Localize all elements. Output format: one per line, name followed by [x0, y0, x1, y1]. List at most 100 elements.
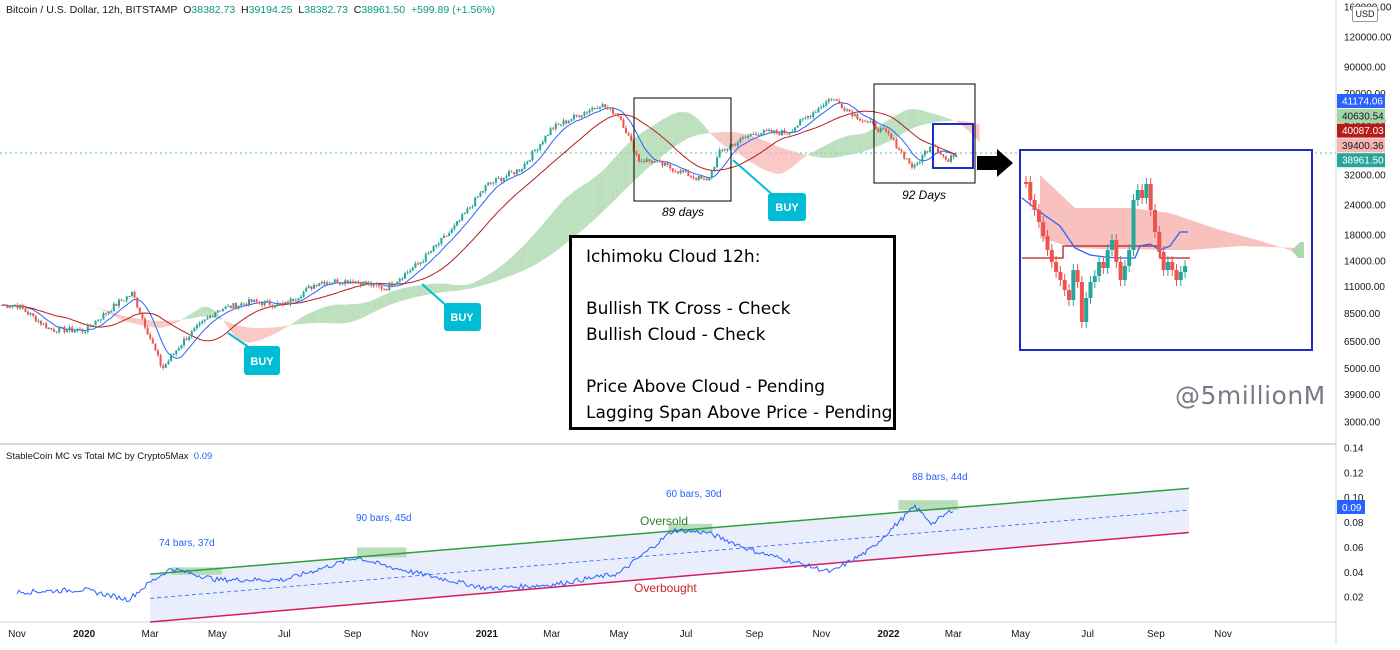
- candle-body: [529, 160, 531, 162]
- price-tick-label: 5000.00: [1344, 364, 1381, 375]
- currency-button[interactable]: USD: [1352, 6, 1378, 22]
- candle-body: [11, 305, 13, 306]
- candle-body: [864, 121, 866, 122]
- candle-body: [37, 321, 39, 322]
- candle-body: [654, 161, 656, 163]
- cloud-segment: [623, 146, 626, 192]
- cloud-segment: [665, 117, 668, 154]
- candle-body: [742, 137, 744, 138]
- cloud-segment: [501, 264, 504, 279]
- cloud-segment: [473, 282, 476, 288]
- cloud-segment: [824, 145, 827, 158]
- candle-body: [578, 116, 580, 118]
- cloud-segment: [402, 288, 405, 301]
- high-label: H: [241, 4, 249, 16]
- price-tick-label: 8500.00: [1344, 309, 1381, 320]
- candle-body: [901, 150, 903, 152]
- cloud-segment: [935, 114, 938, 122]
- cloud-segment: [309, 312, 312, 323]
- candle-body: [9, 307, 11, 308]
- inset-candle-body: [1149, 184, 1153, 210]
- cloud-segment: [722, 132, 725, 146]
- candle-body: [882, 128, 884, 129]
- candle-body: [344, 280, 346, 284]
- candle-body: [258, 302, 260, 303]
- candle-body: [139, 307, 141, 313]
- cloud-segment: [192, 312, 195, 319]
- zoom-source-box: [933, 124, 973, 168]
- cloud-segment: [441, 284, 444, 293]
- cloud-segment: [262, 328, 265, 339]
- candle-body: [521, 169, 523, 171]
- candle-body: [201, 321, 203, 323]
- inset-candle-body: [1063, 280, 1067, 290]
- period-label-2: 90 bars, 45d: [356, 513, 412, 524]
- candle-body: [659, 160, 661, 161]
- cloud-segment: [452, 284, 455, 291]
- candle-body: [682, 170, 684, 172]
- cloud-segment: [184, 317, 187, 320]
- candle-body: [539, 144, 541, 150]
- candle-body: [225, 307, 227, 309]
- cloud-segment: [954, 120, 957, 121]
- cloud-segment: [415, 285, 418, 297]
- price-badge-label: 39400.36: [1342, 141, 1384, 152]
- candle-body: [183, 339, 185, 346]
- time-tick-label: Nov: [8, 629, 26, 640]
- cloud-segment: [275, 327, 278, 334]
- time-tick-label: Jul: [1081, 629, 1094, 640]
- overbought-label: Overbought: [634, 581, 697, 595]
- candle-body: [560, 124, 562, 125]
- candle-body: [459, 220, 461, 221]
- candle-body: [638, 154, 640, 161]
- cloud-segment: [907, 109, 910, 131]
- candle-body: [797, 125, 799, 127]
- candle-body: [108, 312, 110, 314]
- cloud-segment: [792, 151, 795, 167]
- cloud-segment: [707, 129, 710, 134]
- candle-body: [511, 171, 513, 172]
- candle-body: [331, 283, 333, 284]
- cloud-segment: [353, 304, 356, 321]
- candle-body: [378, 285, 380, 286]
- candle-body: [596, 108, 598, 109]
- candle-body: [672, 168, 674, 171]
- candle-body: [24, 309, 26, 312]
- cloud-segment: [418, 285, 421, 297]
- cloud-segment: [782, 148, 785, 173]
- high-value: 39194.25: [249, 4, 293, 16]
- candle-body: [45, 323, 47, 328]
- note-line: [586, 270, 879, 296]
- price-tick-label: 32000.00: [1344, 170, 1386, 181]
- candle-body: [152, 339, 154, 344]
- candle-body: [563, 120, 565, 124]
- time-tick-label: Nov: [411, 629, 429, 640]
- candle-body: [815, 112, 817, 113]
- indicator-axis-ticks: 0.140.120.100.080.060.040.02: [1344, 444, 1364, 604]
- candle-body: [955, 155, 957, 157]
- cloud-segment: [675, 112, 678, 146]
- candle-body: [617, 113, 619, 116]
- candle-body: [110, 311, 112, 312]
- candle-body: [63, 327, 65, 332]
- cloud-segment: [283, 326, 286, 329]
- candle-body: [264, 301, 266, 305]
- cloud-segment: [909, 109, 912, 130]
- candle-body: [880, 128, 882, 132]
- candle-body: [292, 299, 294, 301]
- candle-body: [375, 283, 377, 285]
- candle-body: [854, 114, 856, 116]
- candle-body: [490, 183, 492, 184]
- candle-body: [487, 183, 489, 185]
- candle-body: [765, 130, 767, 131]
- cloud-segment: [852, 135, 855, 155]
- cloud-segment: [311, 311, 314, 323]
- cloud-segment: [584, 183, 587, 229]
- candle-body: [773, 130, 775, 133]
- open-value: 38382.73: [191, 4, 235, 16]
- note-line: Price Above Cloud - Pending: [586, 374, 879, 400]
- candle-body: [768, 130, 770, 131]
- candle-body: [383, 289, 385, 290]
- cloud-segment: [454, 285, 457, 291]
- candle-body: [446, 236, 448, 237]
